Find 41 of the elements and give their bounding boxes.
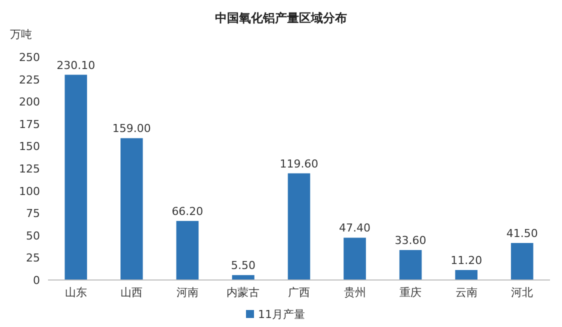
bar	[176, 220, 199, 280]
y-tick-label: 0	[33, 274, 40, 287]
text: 47.40	[339, 222, 371, 235]
text: 11.20	[450, 254, 482, 268]
legend-label: 11月产量	[258, 308, 305, 321]
x-tick-label: 河南	[176, 286, 198, 299]
text: 159.00	[112, 122, 151, 136]
y-tick-label: 75	[26, 207, 40, 220]
bar	[455, 270, 478, 280]
bar	[288, 173, 310, 280]
x-tick-label: 广西	[288, 286, 310, 299]
text: 33.60	[394, 234, 426, 248]
y-tick-label: 125	[19, 162, 40, 176]
y-tick-label: 250	[19, 51, 40, 64]
text: 230.10	[56, 58, 96, 72]
y-tick-label: 100	[19, 184, 40, 198]
bar	[64, 74, 88, 280]
bar	[510, 242, 534, 280]
y-tick-label: 150	[19, 140, 40, 154]
y-tick-label: 50	[26, 229, 40, 242]
y-tick-label: 175	[19, 118, 40, 131]
text: 41.50	[506, 226, 538, 240]
x-tick-label: 山西	[120, 286, 143, 299]
text: 119.60	[280, 157, 318, 170]
y-tick-label: 225	[19, 73, 40, 86]
x-tick-label: 贵州	[344, 286, 366, 299]
bar	[399, 250, 422, 280]
bar	[344, 238, 366, 280]
x-tick-label: 内蒙古	[226, 286, 260, 299]
x-tick-label: 河北	[511, 286, 534, 299]
bar	[232, 275, 254, 280]
text: 66.20	[172, 204, 204, 218]
x-tick-label: 山东	[64, 286, 87, 299]
y-tick-label: 25	[26, 252, 40, 265]
y-axis-title: 万吨	[10, 28, 32, 41]
y-tick-label: 200	[19, 96, 40, 109]
chart-title: 中国氧化铝产量区域分布	[215, 11, 347, 25]
x-tick-label: 云南	[455, 286, 478, 299]
x-tick-label: 重庆	[400, 286, 422, 299]
bar	[120, 138, 143, 280]
text: 5.50	[230, 259, 256, 272]
